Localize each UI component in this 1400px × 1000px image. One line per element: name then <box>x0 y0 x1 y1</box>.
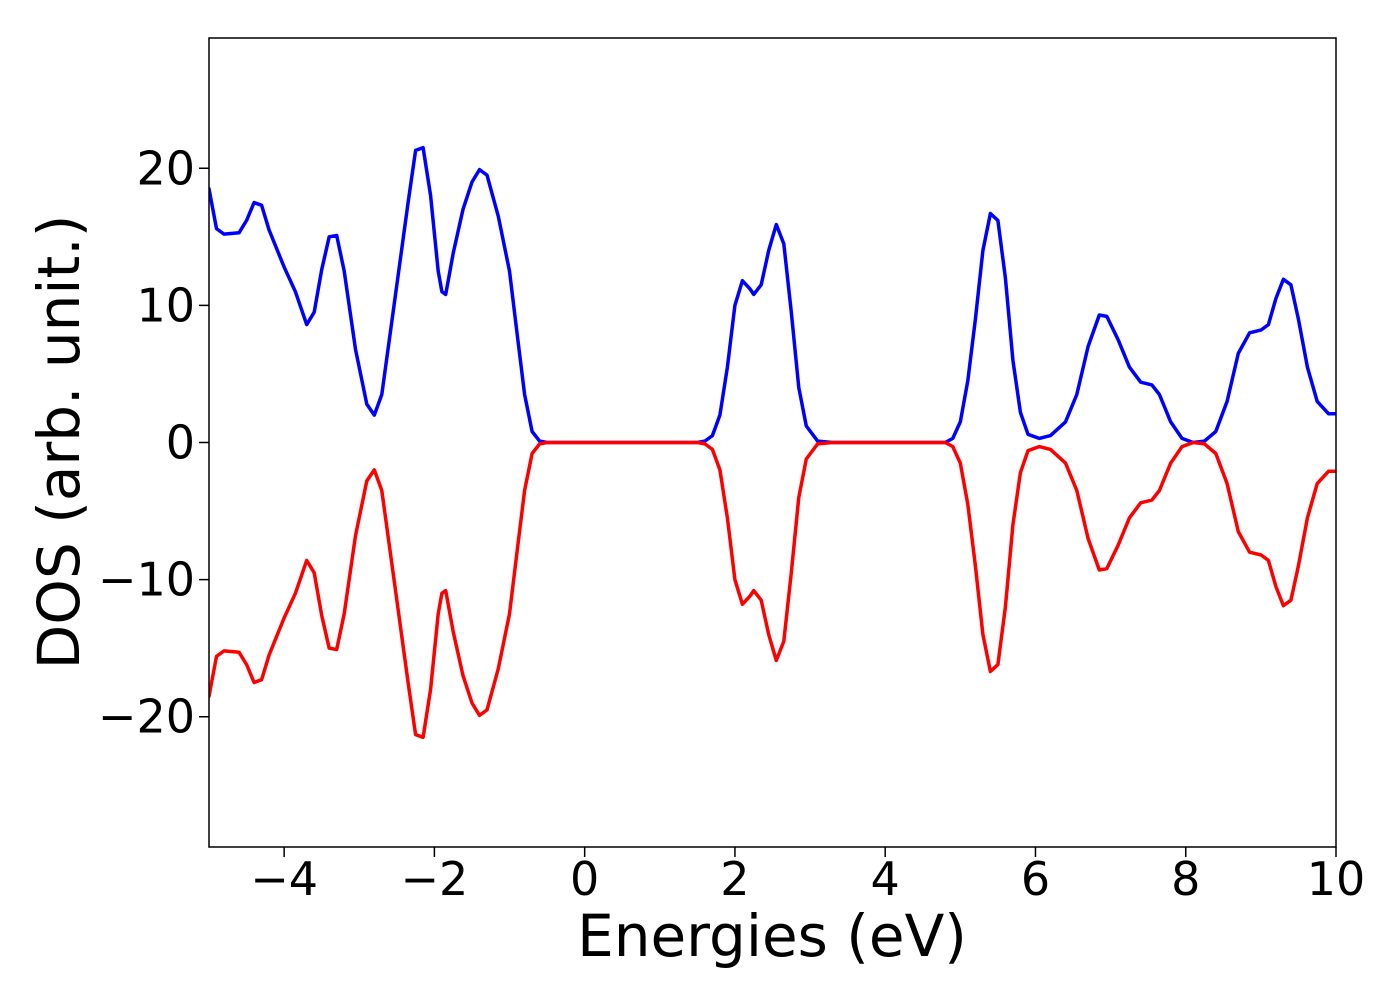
x-tick-label: 2 <box>720 852 749 906</box>
x-tick-label: 8 <box>1171 852 1200 906</box>
y-tick-label: 20 <box>136 141 195 195</box>
x-tick-label: 4 <box>871 852 900 906</box>
y-tick-label: 10 <box>136 278 195 332</box>
x-tick-label: −4 <box>250 852 318 906</box>
x-tick-label: −2 <box>400 852 468 906</box>
x-axis-title: Energies (eV) <box>577 902 967 970</box>
y-tick-label: −20 <box>98 690 195 744</box>
series-line-2 <box>209 440 1336 740</box>
y-tick-label: 0 <box>166 416 195 470</box>
x-tick-label: 6 <box>1021 852 1050 906</box>
y-axis-title: DOS (arb. unit.) <box>25 215 93 670</box>
x-tick-label: 0 <box>570 852 599 906</box>
y-axis-ticks: 20 10 0 −10 −20 <box>98 141 209 744</box>
x-tick-label: 10 <box>1307 852 1366 906</box>
series-layer <box>209 145 1336 740</box>
plot-background <box>209 38 1336 847</box>
x-axis-ticks: −4 −2 0 2 4 6 8 10 <box>250 847 1365 906</box>
series-line-1 <box>209 145 1336 445</box>
y-tick-label: −10 <box>98 553 195 607</box>
